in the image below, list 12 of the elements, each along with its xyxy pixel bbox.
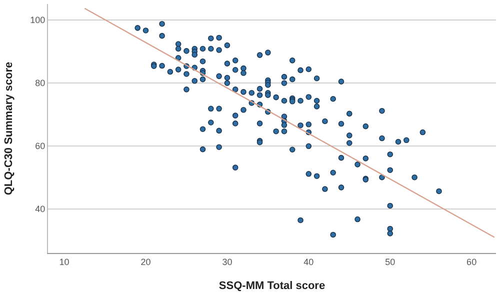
x-tick-label: 40 [304, 256, 314, 267]
x-tick-label: 60 [466, 256, 477, 267]
y-tick-label: 100 [30, 14, 46, 25]
x-tick-label: 10 [59, 256, 70, 267]
y-tick-label: 80 [35, 78, 46, 88]
x-tick-label: 50 [385, 256, 396, 267]
y-tick-label: 40 [35, 204, 46, 214]
x-axis-title: SSQ-MM Total score [218, 280, 326, 292]
x-tick-label: 30 [222, 256, 232, 267]
x-tick-label: 20 [140, 256, 151, 267]
y-axis-title: QLQ-C30 Summary score [2, 62, 15, 196]
y-tick-label: 60 [35, 140, 46, 151]
